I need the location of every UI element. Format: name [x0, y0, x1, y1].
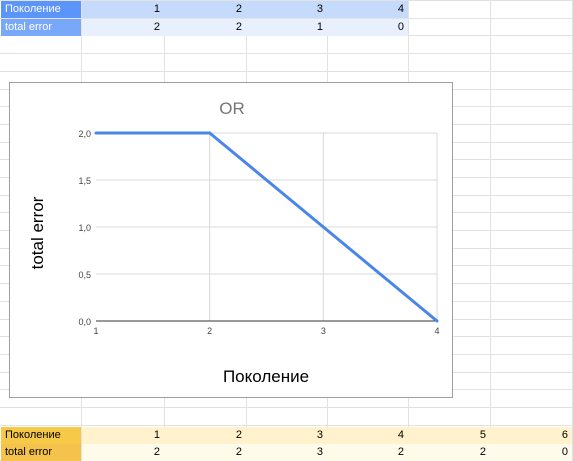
bottom-table-cell[interactable]: 1 — [82, 427, 164, 444]
chart-y-tick-label: 1,5 — [78, 176, 91, 186]
bottom-table-cell[interactable]: 2 — [164, 444, 246, 461]
chart-x-axis-label: Поколение — [223, 367, 309, 386]
top-table-cell[interactable]: 2 — [164, 19, 246, 36]
top-table-label-total-error[interactable]: total error — [1, 19, 81, 36]
chart-y-tick-label: 0,5 — [78, 270, 91, 280]
bottom-table-cell[interactable]: 2 — [164, 427, 246, 444]
bottom-table-cell[interactable]: 2 — [327, 444, 408, 461]
bottom-table-cell[interactable]: 4 — [327, 427, 408, 444]
bottom-table-label-generation[interactable]: Поколение — [1, 427, 81, 444]
chart-x-tick-label: 2 — [207, 326, 212, 336]
bottom-table-cell[interactable]: 2 — [82, 444, 164, 461]
chart-y-tick-label: 2,0 — [78, 129, 91, 139]
line-chart[interactable]: OR total error Поколение 0,0 0,5 1,0 1,5 2,0… — [9, 82, 453, 398]
bottom-table-row-generation: Поколение 1 2 3 4 5 6 — [0, 427, 573, 444]
chart-data-point[interactable] — [94, 131, 98, 135]
top-table-cell[interactable]: 0 — [327, 19, 408, 36]
top-table-row-generation: Поколение 1 2 3 4 — [0, 1, 573, 18]
bottom-table-cell[interactable]: 0 — [490, 444, 572, 461]
bottom-table-cell[interactable]: 6 — [490, 427, 572, 444]
chart-y-tick-label: 0,0 — [78, 317, 91, 327]
chart-x-tick-label: 1 — [93, 326, 98, 336]
top-table-cell[interactable]: 1 — [246, 19, 327, 36]
top-table-cell[interactable]: 2 — [82, 19, 164, 36]
chart-title: OR — [219, 99, 245, 118]
top-table-cell[interactable]: 1 — [82, 1, 164, 18]
chart-data-point[interactable] — [208, 131, 212, 135]
bottom-table-cell[interactable]: 2 — [408, 444, 490, 461]
chart-y-tick-label: 1,0 — [78, 223, 91, 233]
bottom-table-label-total-error[interactable]: total error — [1, 444, 81, 461]
chart-x-tick-label: 3 — [321, 326, 326, 336]
top-table-row-total-error: total error 2 2 1 0 — [0, 19, 573, 36]
bottom-table-cell[interactable]: 3 — [246, 427, 327, 444]
bottom-table-cell[interactable]: 3 — [246, 444, 327, 461]
chart-x-tick-label: 4 — [434, 326, 439, 336]
top-table-cell[interactable]: 2 — [164, 1, 246, 18]
top-table-cell[interactable]: 4 — [327, 1, 408, 18]
chart-data-point[interactable] — [435, 319, 439, 323]
chart-y-axis-label: total error — [28, 196, 47, 269]
chart-svg: OR total error Поколение 0,0 0,5 1,0 1,5 2,0… — [28, 99, 440, 386]
top-table-label-generation[interactable]: Поколение — [1, 1, 81, 18]
top-table-cell[interactable]: 3 — [246, 1, 327, 18]
bottom-table-cell[interactable]: 5 — [408, 427, 490, 444]
chart-series-line[interactable] — [96, 131, 438, 323]
chart-data-point[interactable] — [321, 225, 325, 229]
bottom-table-row-total-error: total error 2 2 3 2 2 0 — [0, 444, 573, 461]
